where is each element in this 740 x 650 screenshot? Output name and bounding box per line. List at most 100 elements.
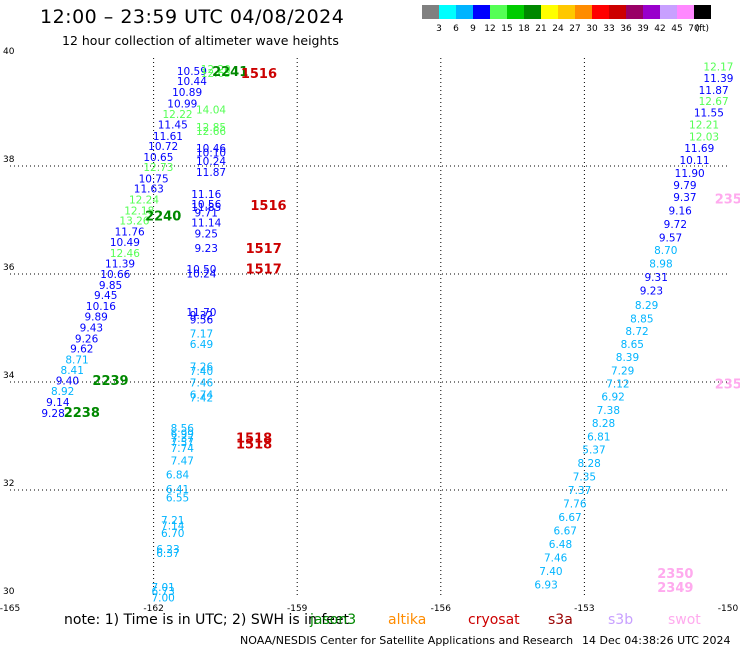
wave-height-label: 8.28: [592, 418, 615, 430]
wave-height-label: 7.29: [611, 366, 634, 378]
satellite-swot: swot: [668, 612, 701, 628]
x-tick-label: -162: [143, 604, 163, 614]
wave-height-label: 8.72: [625, 326, 648, 338]
wave-height-label: 10.16: [86, 301, 116, 313]
wave-height-label: 7.37: [171, 433, 194, 445]
wave-height-label: 7.26: [190, 361, 214, 373]
wave-height-label: 7.14: [161, 521, 185, 533]
colorbar-label: 12: [484, 24, 495, 33]
wave-height-label: 11.90: [675, 168, 705, 180]
wave-height-label: 12.22: [163, 109, 193, 121]
colorbar-swatch: [609, 5, 626, 19]
wave-height-label: 9.23: [195, 243, 218, 255]
wave-height-label: 7.46: [190, 378, 214, 390]
wave-height-label: 7.57: [171, 437, 194, 449]
wave-height-label: 12.17: [703, 62, 733, 74]
wave-height-label: 10.66: [100, 269, 130, 281]
wave-height-label: 6.67: [554, 526, 577, 538]
wave-height-label: 7.37: [568, 485, 591, 497]
colorbar-label: 6: [453, 24, 459, 33]
colorbar-swatch: [490, 5, 507, 19]
wave-height-label: 14.04: [196, 104, 226, 116]
y-tick-label: 40: [3, 47, 15, 57]
wave-height-label: 10.46: [196, 143, 226, 155]
wave-height-label: 10.59: [177, 66, 207, 78]
wave-height-label: 10.49: [110, 237, 140, 249]
satellite-jason3: jason3: [310, 612, 357, 628]
wave-height-label: 6.70: [161, 528, 184, 540]
wave-height-label: 7.76: [563, 499, 587, 511]
wave-height-label: 11.39: [703, 73, 733, 85]
pass-time-label: 2238: [64, 406, 100, 421]
wave-height-label: 9.28: [41, 408, 64, 420]
wave-height-label: 10.72: [148, 141, 178, 153]
wave-height-label: 7.40: [539, 566, 562, 578]
colorbar-label: 42: [654, 24, 665, 33]
pass-time-label: 2239: [92, 374, 128, 389]
wave-height-label: 8.65: [621, 339, 644, 351]
wave-height-label: 11.63: [134, 184, 164, 196]
wave-height-label: 12.20: [201, 64, 231, 76]
wave-height-label: 9.71: [195, 207, 218, 219]
wave-height-label: 7.38: [597, 405, 620, 417]
satellite-cryosat: cryosat: [468, 612, 520, 628]
wave-height-label: 7.35: [573, 472, 596, 484]
wave-height-label: 9.45: [94, 290, 117, 302]
wave-height-label: 8.92: [51, 386, 74, 398]
wave-height-label: 11.87: [699, 85, 729, 97]
wave-height-label: 11.69: [684, 143, 714, 155]
wave-height-label: 11.45: [158, 119, 188, 131]
y-tick-label: 36: [3, 263, 15, 273]
colorbar-label: 39: [637, 24, 649, 33]
wave-height-label: 7.21: [161, 515, 184, 527]
wave-height-label: 9.37: [673, 192, 696, 204]
wave-height-label: 8.56: [171, 423, 195, 435]
wave-height-label: 9.14: [46, 397, 70, 409]
wave-height-label: 9.32: [190, 310, 213, 322]
wave-height-label: 10.75: [139, 173, 169, 185]
wave-height-label: 11.61: [153, 131, 183, 143]
colorbar-label: 70: [688, 24, 700, 33]
wave-height-label: 12.66: [196, 126, 226, 138]
wave-height-label: 7.46: [544, 553, 568, 565]
colorbar-swatch: [677, 5, 694, 19]
wave-height-label: 6.73: [151, 586, 174, 598]
colorbar-swatch: [507, 5, 524, 19]
wave-height-label: 9.79: [673, 180, 696, 192]
wave-height-label: 10.89: [172, 87, 202, 99]
wave-height-label: 12.73: [143, 162, 173, 174]
wave-height-label: 9.56: [190, 314, 214, 326]
colorbar-legend: 3 6 9 12 15 18 21 24 27 30 33 36 39 42 45 70(ft): [422, 5, 711, 33]
wave-height-label: 10.24: [196, 156, 226, 168]
wave-height-label: 7.01: [151, 582, 174, 594]
wave-height-label: 6.37: [156, 548, 179, 560]
wave-height-label: 9.43: [80, 322, 103, 334]
colorbar-swatch: [439, 5, 456, 19]
colorbar-swatch: [626, 5, 643, 19]
wave-height-label: 6.84: [166, 469, 190, 481]
wave-height-label: 9.40: [56, 375, 79, 387]
wave-height-label: 11.70: [186, 307, 216, 319]
wave-height-label: 7.00: [151, 592, 174, 604]
x-tick-label: -165: [0, 604, 20, 614]
pass-time-label: 1518: [236, 432, 272, 447]
y-tick-label: 32: [3, 479, 14, 489]
x-tick-label: -153: [574, 604, 594, 614]
pass-time-label: 2241: [212, 65, 248, 80]
generated-date: 14 Dec 04:38:26 UTC 2024: [582, 634, 731, 647]
satellite-s3b: s3b: [608, 612, 634, 628]
chart-subtitle: 12 hour collection of altimeter wave hei…: [62, 33, 339, 48]
pass-time-label: 1516: [250, 199, 286, 214]
wave-height-label: 7.47: [171, 455, 194, 467]
pass-time-label: 2349: [657, 581, 693, 596]
wave-height-label: 8.71: [65, 354, 88, 366]
wave-height-label: 12.46: [110, 248, 140, 260]
wave-height-label: 6.99: [171, 428, 194, 440]
wave-height-label: 12.18: [124, 205, 154, 217]
wave-height-label: 12.21: [689, 119, 719, 131]
wave-height-label: 7.40: [190, 366, 213, 378]
wave-height-label: 9.16: [668, 205, 692, 217]
chart-title: 12:00 – 23:59 UTC 04/08/2024: [40, 6, 345, 28]
